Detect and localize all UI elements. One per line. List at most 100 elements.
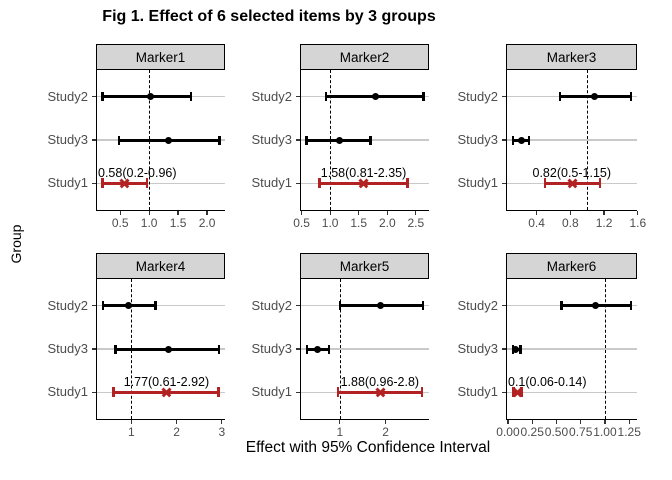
ci-cap xyxy=(519,344,522,354)
y-axis-line xyxy=(95,70,97,211)
ci-cap xyxy=(189,92,193,102)
y-tick xyxy=(91,139,96,141)
panel-strip-marker6: Marker6 xyxy=(506,253,637,279)
panel-strip-marker4: Marker4 xyxy=(96,253,225,279)
x-tick-label: 1 xyxy=(336,425,344,439)
figure-title: Fig 1. Effect of 6 selected items by 3 g… xyxy=(102,8,436,25)
ci-cap xyxy=(217,135,221,145)
x-tick-label: 3 xyxy=(218,425,226,439)
ci-cap xyxy=(327,344,331,354)
x-axis-line xyxy=(505,419,637,421)
effect-annotation: 1.88(0.96-2.8) xyxy=(340,375,420,390)
point-marker xyxy=(591,302,599,310)
x-tick xyxy=(358,211,360,216)
x-tick xyxy=(176,420,178,425)
x-axis-line xyxy=(95,419,225,421)
y-tick xyxy=(501,305,506,307)
ci-cap xyxy=(405,178,409,189)
y-axis-label: Group xyxy=(8,224,24,264)
gridline xyxy=(97,305,225,307)
ci-cap xyxy=(520,387,523,398)
study-label-study3: Study3 xyxy=(457,132,498,147)
x-tick-label: 2 xyxy=(173,425,180,439)
x-tick-label: 0.75 xyxy=(569,425,593,439)
y-tick xyxy=(91,305,96,307)
study-label-study1: Study1 xyxy=(47,384,88,400)
x-tick-label: 2 xyxy=(382,425,389,439)
x-axis-label: Effect with 95% Confidence Interval xyxy=(245,439,491,456)
ci-cap xyxy=(421,301,425,311)
x-tick-label: 0.4 xyxy=(528,216,545,230)
x-tick xyxy=(384,420,387,425)
dashed-reference-line xyxy=(339,279,341,419)
point-marker xyxy=(164,136,172,144)
gridline xyxy=(301,348,429,350)
x-tick xyxy=(604,420,606,425)
study-label-study3: Study3 xyxy=(47,132,88,147)
x-tick xyxy=(531,420,533,425)
study-label-study3: Study3 xyxy=(47,341,88,356)
y-axis-line xyxy=(95,279,97,420)
y-tick xyxy=(91,96,96,98)
y-tick xyxy=(295,96,300,98)
x-tick xyxy=(177,211,179,216)
study-label-study3: Study3 xyxy=(251,341,292,356)
point-marker xyxy=(146,93,154,101)
study-label-study1: Study1 xyxy=(47,175,88,191)
x-tick xyxy=(329,211,331,216)
x-tick xyxy=(206,211,208,216)
x-tick xyxy=(555,420,558,425)
gridline xyxy=(507,139,637,141)
x-tick-label: 1.2 xyxy=(595,216,613,230)
x-tick xyxy=(130,420,132,425)
x-tick xyxy=(415,211,417,216)
y-axis-line xyxy=(505,70,507,211)
gridline xyxy=(507,348,637,350)
y-tick xyxy=(295,305,300,307)
study-label-study2: Study2 xyxy=(47,88,88,104)
ci-cap xyxy=(305,135,308,145)
ci-cap xyxy=(101,92,105,102)
panel-strip-marker2: Marker2 xyxy=(300,44,429,70)
ci-cap xyxy=(305,344,309,354)
ci-cap xyxy=(324,92,328,102)
x-tick-label: 1.5 xyxy=(350,216,368,230)
x-tick-label: 0.50 xyxy=(544,425,569,439)
study-label-study1: Study1 xyxy=(251,384,292,400)
study-label-study2: Study2 xyxy=(251,297,292,313)
x-tick-label: 0.5 xyxy=(293,216,310,230)
x-axis-line xyxy=(95,210,225,212)
x-tick xyxy=(339,420,341,425)
gridline xyxy=(507,391,637,393)
x-tick xyxy=(535,211,538,216)
ci-cap xyxy=(317,178,321,189)
point-marker xyxy=(125,302,133,310)
dashed-reference-line xyxy=(604,279,606,419)
effect-annotation: 1.58(0.81-2.35) xyxy=(320,166,407,181)
ci-cap xyxy=(336,387,340,398)
point-marker xyxy=(376,302,384,310)
point-marker xyxy=(335,136,343,144)
x-tick xyxy=(386,211,388,216)
y-tick xyxy=(501,182,506,184)
ci-cap xyxy=(217,344,221,354)
point-marker xyxy=(512,345,520,353)
point-marker xyxy=(372,93,380,101)
x-tick-label: 1.25 xyxy=(617,425,641,439)
study-label-study1: Study1 xyxy=(457,175,498,191)
x-tick xyxy=(507,420,509,425)
ci-cap xyxy=(558,92,562,102)
ci-cap xyxy=(369,135,372,145)
point-marker xyxy=(517,136,525,144)
ci-cap xyxy=(114,344,117,354)
x-tick xyxy=(119,211,121,216)
ci-cap xyxy=(527,135,531,145)
ci-cap xyxy=(421,92,425,102)
study-label-study2: Study2 xyxy=(457,297,498,313)
study-label-study3: Study3 xyxy=(457,341,498,356)
x-tick-label: 1.0 xyxy=(321,216,339,230)
x-axis-line xyxy=(299,419,429,421)
effect-annotation: 0.82(0.5-1.15) xyxy=(532,166,612,181)
panel-strip-marker1: Marker1 xyxy=(96,44,225,70)
x-tick-label: 1.0 xyxy=(140,216,158,230)
